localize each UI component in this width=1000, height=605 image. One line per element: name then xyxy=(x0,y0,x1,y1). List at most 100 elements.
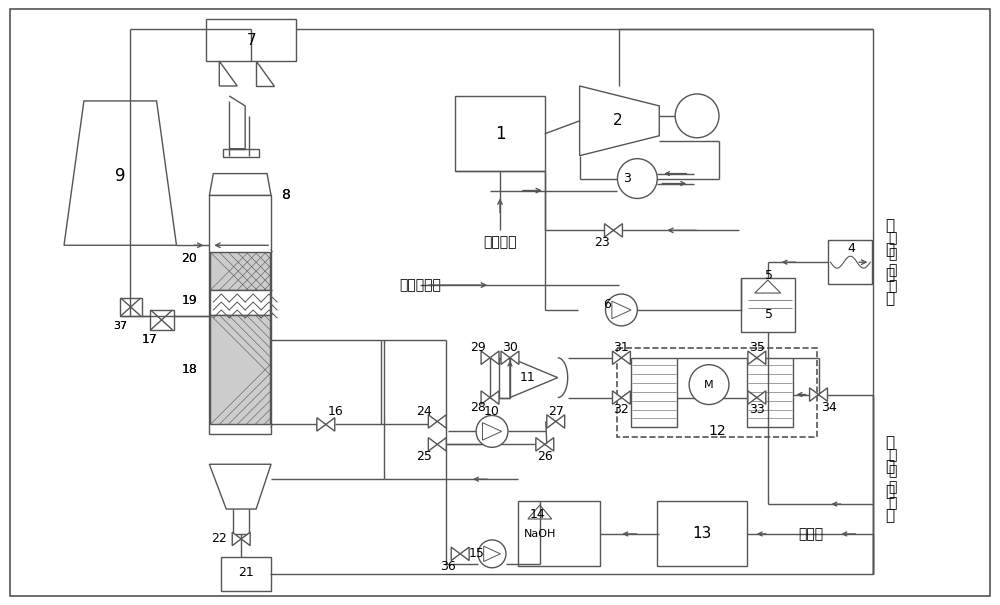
Polygon shape xyxy=(605,224,613,237)
Text: 14: 14 xyxy=(530,508,546,520)
Circle shape xyxy=(675,94,719,138)
Text: 25: 25 xyxy=(416,450,432,463)
Circle shape xyxy=(689,365,729,405)
Text: 8: 8 xyxy=(282,189,290,203)
Polygon shape xyxy=(317,417,326,431)
Polygon shape xyxy=(256,61,274,86)
Bar xyxy=(223,149,259,157)
Text: 运输车: 运输车 xyxy=(798,527,823,541)
Polygon shape xyxy=(810,388,819,401)
Text: 19: 19 xyxy=(182,293,197,307)
Polygon shape xyxy=(482,423,502,440)
Text: 30: 30 xyxy=(502,341,518,355)
Text: 37: 37 xyxy=(113,321,127,331)
Polygon shape xyxy=(501,351,510,364)
Bar xyxy=(741,278,795,332)
Polygon shape xyxy=(748,391,757,404)
Polygon shape xyxy=(510,358,558,397)
Polygon shape xyxy=(460,547,469,561)
Polygon shape xyxy=(437,415,446,428)
Text: 18: 18 xyxy=(182,363,197,376)
Bar xyxy=(657,501,747,566)
Text: 24: 24 xyxy=(416,405,432,418)
Text: 16: 16 xyxy=(328,405,344,418)
Text: 热
网
回
水: 热 网 回 水 xyxy=(885,435,894,523)
Text: 31: 31 xyxy=(614,341,629,355)
Text: 3: 3 xyxy=(623,172,631,185)
Text: 10: 10 xyxy=(484,405,500,418)
Bar xyxy=(206,19,296,61)
Polygon shape xyxy=(612,391,621,404)
Text: 7: 7 xyxy=(246,33,256,48)
Text: 32: 32 xyxy=(614,403,629,416)
Polygon shape xyxy=(612,351,621,364)
Text: 20: 20 xyxy=(182,252,197,265)
Text: 12: 12 xyxy=(708,424,726,439)
Polygon shape xyxy=(326,417,335,431)
Bar xyxy=(120,298,142,316)
Text: 2: 2 xyxy=(613,113,622,128)
Polygon shape xyxy=(757,351,766,364)
Polygon shape xyxy=(64,101,176,245)
Text: 11: 11 xyxy=(520,371,536,384)
Text: 9: 9 xyxy=(115,166,125,185)
Text: NaOH: NaOH xyxy=(524,529,556,539)
Polygon shape xyxy=(428,437,437,451)
Bar xyxy=(210,315,270,425)
Bar xyxy=(617,348,817,437)
Text: 13: 13 xyxy=(692,526,712,541)
Text: M: M xyxy=(704,379,714,390)
Text: 20: 20 xyxy=(182,252,197,265)
Polygon shape xyxy=(536,437,545,451)
Polygon shape xyxy=(484,546,500,561)
Text: 27: 27 xyxy=(548,405,564,418)
Text: 22: 22 xyxy=(211,532,227,546)
Polygon shape xyxy=(490,351,499,364)
Text: 18: 18 xyxy=(182,363,197,376)
Polygon shape xyxy=(428,415,437,428)
Text: 35: 35 xyxy=(749,341,765,355)
Text: 26: 26 xyxy=(537,450,553,463)
Text: 5: 5 xyxy=(765,309,773,321)
Circle shape xyxy=(478,540,506,567)
Polygon shape xyxy=(621,391,630,404)
Polygon shape xyxy=(481,351,490,364)
Polygon shape xyxy=(490,391,499,404)
Bar xyxy=(210,290,270,315)
Text: 17: 17 xyxy=(142,333,158,346)
Polygon shape xyxy=(241,532,250,546)
Polygon shape xyxy=(219,61,237,86)
Polygon shape xyxy=(621,351,630,364)
Bar xyxy=(209,195,271,434)
Polygon shape xyxy=(556,415,565,428)
Polygon shape xyxy=(481,391,490,404)
Text: 19: 19 xyxy=(182,293,197,307)
Polygon shape xyxy=(580,86,659,155)
Polygon shape xyxy=(757,391,766,404)
Bar xyxy=(518,501,600,566)
Text: 23: 23 xyxy=(594,236,609,249)
Bar xyxy=(150,310,174,330)
Polygon shape xyxy=(819,388,827,401)
Circle shape xyxy=(476,416,508,447)
Text: 锅炉回水: 锅炉回水 xyxy=(483,235,517,249)
Text: 热
网
供
水: 热 网 供 水 xyxy=(885,218,894,307)
Polygon shape xyxy=(451,547,460,561)
Polygon shape xyxy=(437,437,446,451)
Polygon shape xyxy=(528,505,552,519)
Circle shape xyxy=(617,159,657,198)
Text: 热
网
供
水: 热 网 供 水 xyxy=(888,231,897,293)
Text: 34: 34 xyxy=(821,401,836,414)
Text: 6: 6 xyxy=(604,298,611,312)
Polygon shape xyxy=(748,351,757,364)
Text: 15: 15 xyxy=(468,548,484,560)
Bar xyxy=(631,358,677,427)
Polygon shape xyxy=(612,301,631,319)
Bar xyxy=(221,557,271,590)
Text: 8: 8 xyxy=(282,189,290,203)
Text: 热
网
回
水: 热 网 回 水 xyxy=(888,448,897,511)
Text: 21: 21 xyxy=(238,566,254,579)
Text: 36: 36 xyxy=(440,560,456,574)
Text: 17: 17 xyxy=(142,333,158,346)
Polygon shape xyxy=(229,96,245,149)
